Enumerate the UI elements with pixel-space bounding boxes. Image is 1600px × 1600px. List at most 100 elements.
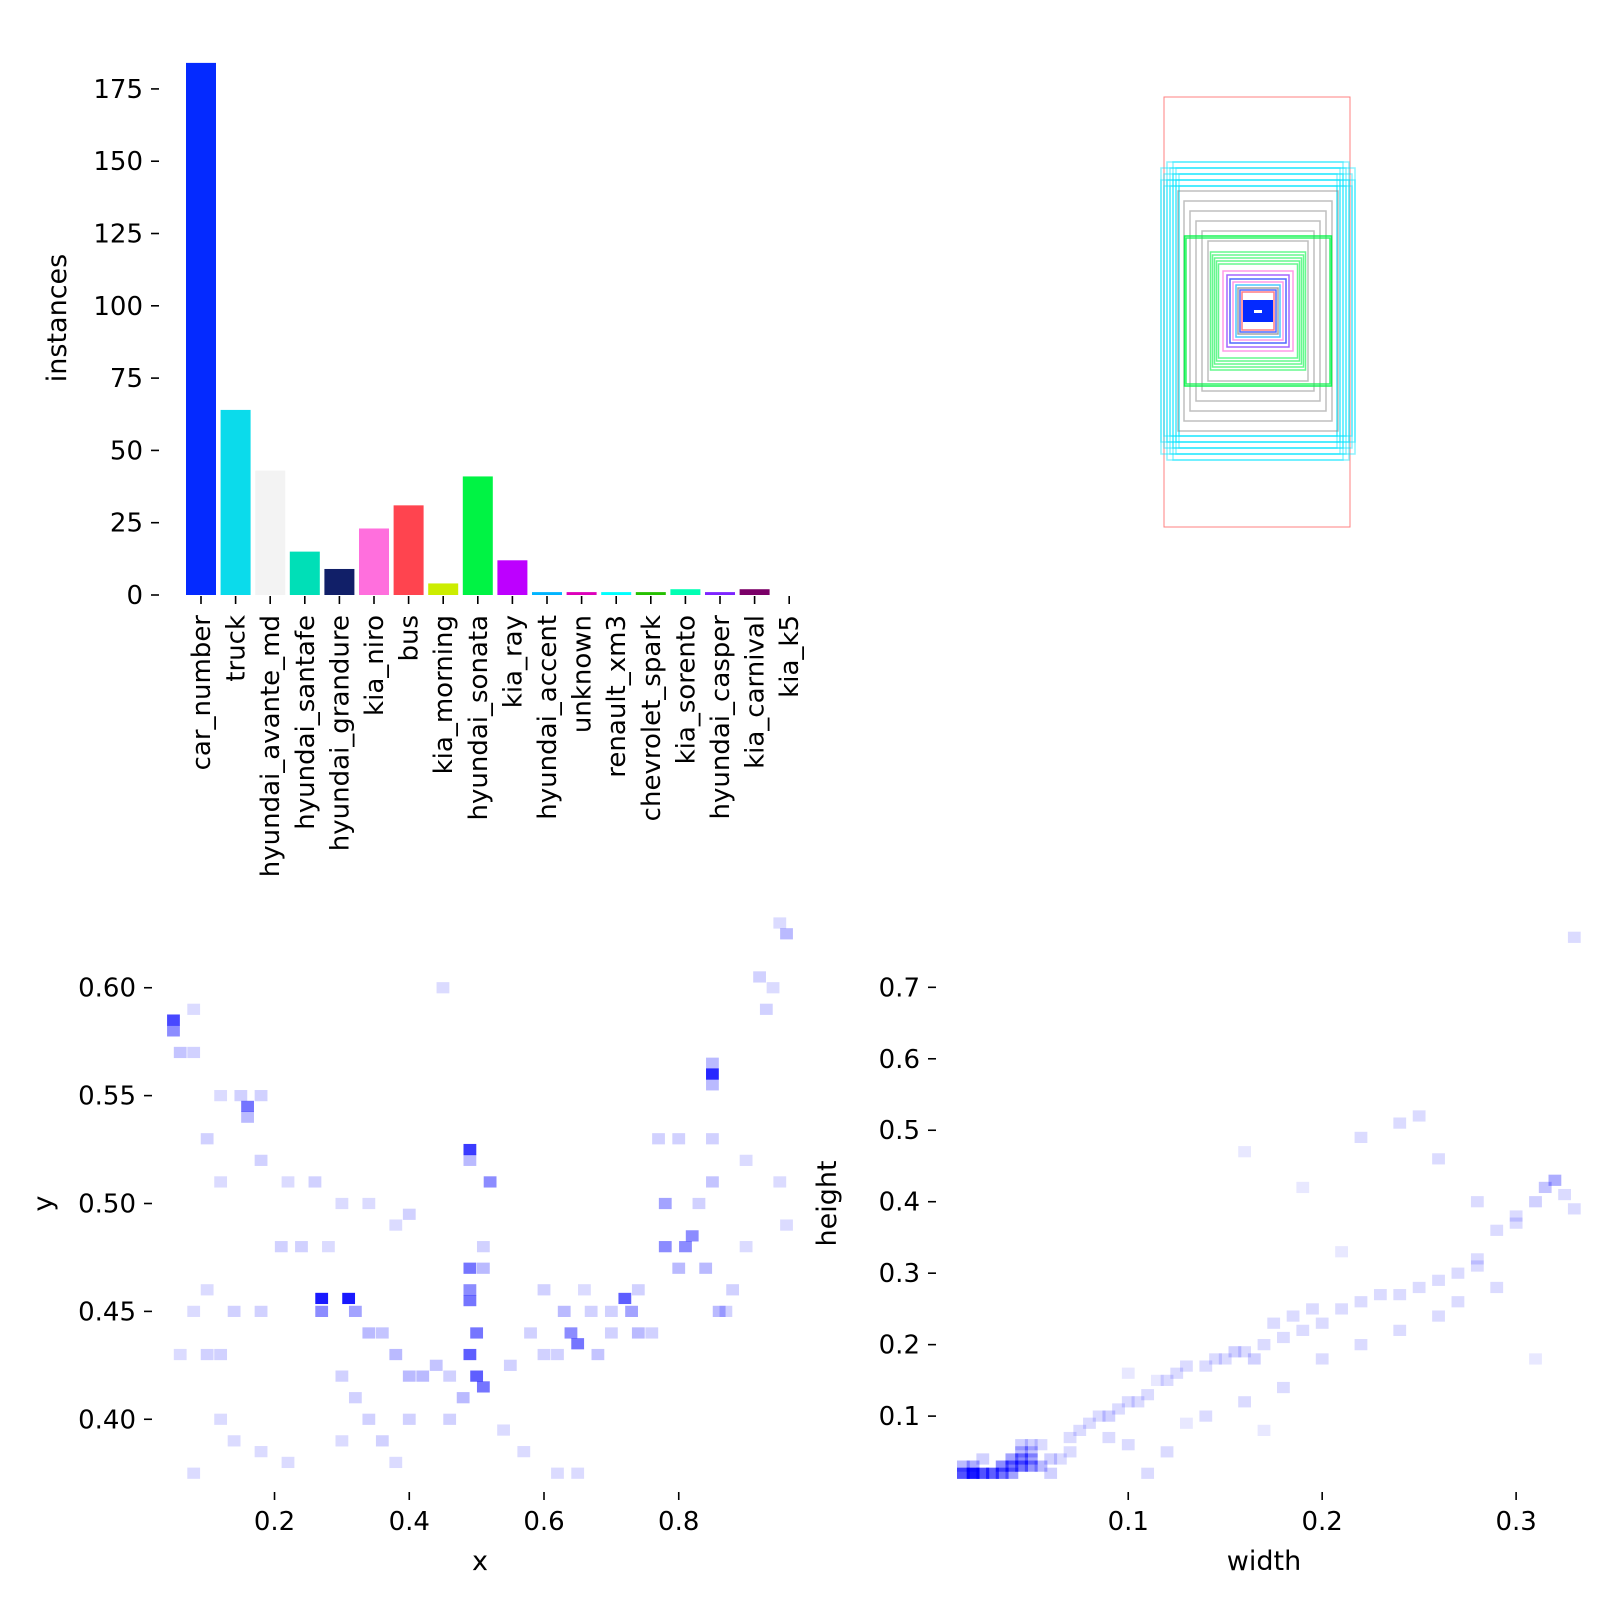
heatmap-cell (557, 1305, 571, 1317)
bounding-box (1163, 185, 1353, 437)
heatmap-cell (1276, 1331, 1290, 1344)
bounding-box (1163, 173, 1353, 449)
heatmap-cell (1470, 1196, 1484, 1208)
heatmap-cell (1005, 1453, 1019, 1465)
heatmap-cell (1451, 1296, 1465, 1308)
heatmap-cell (692, 1197, 706, 1210)
heatmap-cell (200, 1348, 214, 1361)
heatmap-cell (463, 1294, 477, 1307)
heatmap-cell (966, 1467, 980, 1479)
width-height-heatmap: 0.1 0.2 0.3 0.1 0.2 0.3 0.4 0.5 0.6 0.7 width heigh… (812, 931, 1581, 1577)
heatmap-cell (1024, 1460, 1038, 1472)
bounding-box (1237, 287, 1279, 335)
heatmap-cell (389, 1348, 403, 1361)
y-tick-label: 0.50 (78, 1190, 136, 1220)
bar-hyundai_sonata (462, 476, 493, 595)
heatmap-cell (335, 1197, 349, 1210)
heatmap-cell (1044, 1467, 1058, 1479)
x-tick-label: 0.4 (389, 1507, 430, 1537)
heatmap-cell (1150, 1374, 1164, 1386)
heatmap-cell (986, 1467, 999, 1479)
heatmap-cell (402, 1413, 416, 1425)
heatmap-cell (1015, 1446, 1028, 1458)
heatmap-cell (1548, 1174, 1562, 1186)
x-tick-label-chevrolet_spark: chevrolet_spark (637, 615, 667, 821)
heatmap-cell (348, 1305, 362, 1317)
heatmap-cell (1160, 1374, 1174, 1386)
y-tick-label: 0.40 (78, 1405, 136, 1435)
heatmap-cell (429, 1359, 443, 1371)
heatmap-cell (1335, 1246, 1348, 1258)
heatmap-cell (672, 1133, 686, 1145)
bounding-box-center (1254, 310, 1262, 313)
heatmap-cell (1024, 1453, 1038, 1465)
heatmap-cell (1567, 931, 1581, 943)
bounding-box (1178, 185, 1338, 437)
heatmap-cell (1393, 1117, 1407, 1129)
bounding-box (1235, 284, 1281, 338)
x-tick-label: 0.3 (1495, 1507, 1536, 1537)
y-tick-label: 0.4 (879, 1188, 920, 1218)
heatmap-cell (706, 1057, 719, 1069)
heatmap-cell (780, 1219, 793, 1231)
bounding-box (1229, 278, 1287, 344)
heatmap-cell (362, 1197, 376, 1210)
y-tick-label: 0 (126, 581, 143, 611)
heatmap-cell (591, 1348, 605, 1361)
box-outline (1163, 96, 1351, 528)
bounding-box (1175, 167, 1341, 455)
heatmap-cell (241, 1100, 254, 1113)
heatmap-cell (1015, 1439, 1028, 1451)
heatmap-cell (1432, 1310, 1445, 1322)
heatmap-cell (335, 1370, 349, 1382)
heatmap-cell (281, 1456, 295, 1469)
heatmap-cell (335, 1435, 349, 1447)
bounding-box (1169, 167, 1347, 455)
heatmap-cell (995, 1467, 1009, 1479)
heatmap-cell (1335, 1303, 1348, 1315)
bar-hyundai_accent (532, 592, 562, 595)
heatmap-cell (416, 1370, 430, 1382)
heatmap-cell (625, 1305, 638, 1317)
bounding-box (1201, 230, 1315, 392)
x-tick-label-kia_ray: kia_ray (498, 615, 528, 708)
heatmap-cell (1121, 1396, 1135, 1408)
bounding-box (1215, 260, 1301, 362)
heatmap-cell (1170, 1367, 1184, 1379)
heatmap-cell (389, 1456, 403, 1469)
heatmap-cell (551, 1348, 564, 1361)
heatmap-cell (719, 1305, 733, 1317)
heatmap-cell (1180, 1360, 1193, 1372)
heatmap-cell (658, 1197, 672, 1210)
heatmap-cell (1034, 1460, 1048, 1472)
heatmap-cell (497, 1424, 510, 1436)
heatmap-cell (773, 1176, 787, 1188)
heatmap-cell (443, 1413, 457, 1425)
heatmap-cell (1276, 1381, 1290, 1394)
heatmap-cell (200, 1284, 214, 1296)
heatmap-cell (759, 1003, 773, 1015)
heatmap-cell (604, 1305, 618, 1317)
y-axis-label: height (812, 1160, 843, 1246)
x-tick-label-car_number: car_number (187, 615, 217, 771)
heatmap-cell (1218, 1353, 1232, 1365)
heatmap-cell (672, 1262, 686, 1274)
heatmap-cell (1509, 1210, 1523, 1222)
y-tick-label: 25 (110, 509, 143, 539)
heatmap-cell (976, 1453, 990, 1465)
bar-hyundai_grandure (324, 568, 355, 595)
heatmap-cell (173, 1348, 187, 1361)
x-tick-label: 0.2 (254, 1507, 295, 1537)
heatmap-cell (1063, 1431, 1077, 1444)
heatmap-cell (241, 1111, 254, 1123)
heatmap-cell (1432, 1153, 1445, 1165)
heatmap-cell (1005, 1460, 1019, 1472)
y-tick-label: 100 (93, 292, 143, 322)
heatmap-cell (578, 1284, 591, 1296)
heatmap-cell (463, 1154, 477, 1166)
heatmap-cell (631, 1327, 645, 1339)
y-tick-label: 150 (93, 147, 143, 177)
x-tick-label-hyundai_accent: hyundai_accent (533, 615, 563, 820)
y-axis-label: y (28, 1195, 59, 1211)
heatmap-cell (483, 1176, 497, 1188)
